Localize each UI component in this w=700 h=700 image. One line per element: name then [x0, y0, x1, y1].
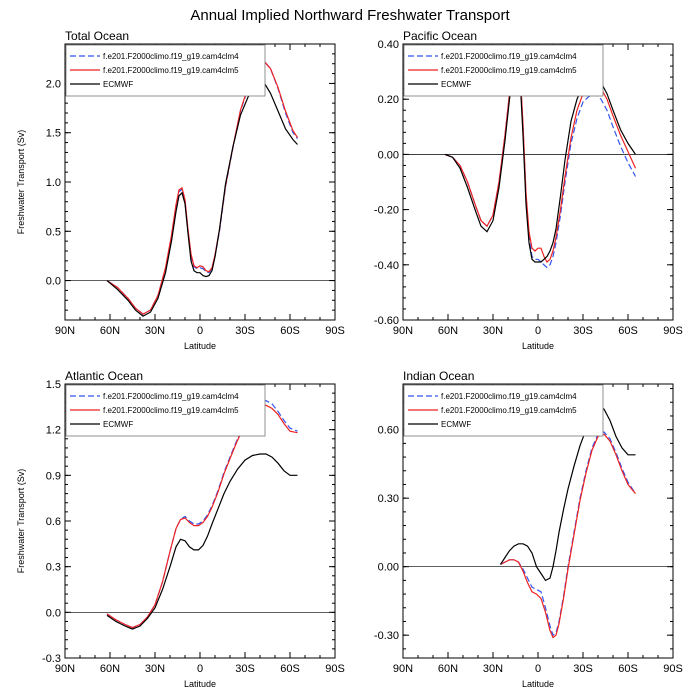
y-tick-label: 1.0 — [46, 177, 61, 189]
legend-label: ECMWF — [441, 80, 471, 89]
legend: f.e201.F2000climo.f19_g19.cam4clm4 f.e201… — [65, 384, 266, 437]
x-tick-label: 30N — [483, 325, 503, 337]
x-tick-label: 30S — [573, 325, 593, 337]
panel-atlantic-ocean: Atlantic Ocean 90N 60N 30N 0 30S 60S 90S -0.3 0.0… — [16, 369, 345, 689]
series-line-clm5 — [500, 433, 636, 639]
x-tick-label: 90S — [663, 663, 683, 675]
y-axis-title: Freshwater Transport (Sv) — [16, 130, 26, 235]
y-tick-label: 1.2 — [46, 425, 61, 437]
x-tick-label: 60N — [100, 663, 120, 675]
y-tick-label: 0.6 — [46, 516, 61, 528]
series-line-clm5 — [106, 60, 299, 315]
series-line-ecmwf — [499, 406, 636, 582]
x-axis-title: Latitude — [184, 679, 216, 689]
x-tick-label: 90N — [55, 663, 75, 675]
y-tick-label: 0.9 — [46, 470, 61, 482]
panel-title-indian-ocean: Indian Ocean — [403, 369, 474, 383]
x-axis-title: Latitude — [184, 341, 216, 351]
legend-label: f.e201.F2000climo.f19_g19.cam4clm4 — [103, 392, 239, 401]
panel-title-pacific-ocean: Pacific Ocean — [403, 29, 477, 43]
legend-label: f.e201.F2000climo.f19_g19.cam4clm5 — [103, 66, 239, 75]
x-tick-label: 30S — [235, 663, 255, 675]
legend-label: f.e201.F2000climo.f19_g19.cam4clm4 — [103, 52, 239, 61]
series-line-clm5 — [106, 404, 298, 629]
x-tick-label: 90N — [393, 325, 413, 337]
x-axis-title: Latitude — [522, 679, 554, 689]
legend: f.e201.F2000climo.f19_g19.cam4clm4 f.e201… — [403, 44, 604, 97]
legend-label: f.e201.F2000climo.f19_g19.cam4clm5 — [441, 406, 577, 415]
x-tick-label: 60S — [618, 663, 638, 675]
y-tick-label: 0.0 — [46, 607, 61, 619]
legend-label: f.e201.F2000climo.f19_g19.cam4clm5 — [103, 406, 239, 415]
series-line-clm4 — [500, 431, 637, 637]
legend: f.e201.F2000climo.f19_g19.cam4clm4 f.e201… — [403, 384, 604, 437]
legend-label: ECMWF — [103, 80, 133, 89]
y-tick-label: 0.60 — [378, 425, 399, 437]
x-tick-label: 0 — [197, 663, 203, 675]
legend: f.e201.F2000climo.f19_g19.cam4clm4 f.e201… — [65, 44, 266, 97]
x-tick-label: 60S — [280, 325, 300, 337]
y-tick-label: 0.00 — [378, 562, 399, 574]
x-tick-label: 0 — [197, 325, 203, 337]
panel-title-atlantic-ocean: Atlantic Ocean — [65, 369, 143, 383]
x-tick-label: 90S — [325, 663, 345, 675]
y-tick-label: -0.60 — [374, 315, 399, 327]
series-line-clm4 — [106, 60, 298, 315]
x-tick-label: 90N — [393, 663, 413, 675]
legend-label: ECMWF — [441, 420, 471, 429]
y-tick-label: 0.5 — [46, 226, 61, 238]
legend-label: f.e201.F2000climo.f19_g19.cam4clm4 — [441, 52, 577, 61]
panel-total-ocean: Total Ocean 90N 60N 30N 0 30S 60S 90S 0.0 0.5 1.0 1… — [16, 29, 345, 351]
x-tick-label: 90S — [325, 325, 345, 337]
y-tick-label: -0.20 — [374, 205, 399, 217]
y-tick-label: -0.30 — [374, 630, 399, 642]
y-tick-label: 2.0 — [46, 78, 61, 90]
legend-label: ECMWF — [103, 420, 133, 429]
x-tick-label: 30S — [235, 325, 255, 337]
x-axis-title: Latitude — [522, 341, 554, 351]
y-axis-title: Freshwater Transport (Sv) — [16, 469, 26, 574]
y-tick-label: 0.40 — [378, 39, 399, 51]
x-tick-label: 60S — [618, 325, 638, 337]
series-line-ecmwf — [106, 453, 298, 630]
x-tick-label: 90N — [55, 325, 75, 337]
x-tick-label: 30N — [145, 663, 165, 675]
x-tick-label: 30S — [573, 663, 593, 675]
panel-indian-ocean: Indian Ocean 90N 60N 30N 0 30S 60S 90S -0.30 0.00… — [374, 369, 683, 689]
x-tick-label: 0 — [535, 663, 541, 675]
legend-label: f.e201.F2000climo.f19_g19.cam4clm4 — [441, 392, 577, 401]
y-tick-label: 0.30 — [378, 493, 399, 505]
series-line-ecmwf — [106, 82, 298, 317]
y-tick-label: -0.3 — [42, 653, 61, 665]
x-tick-label: 60N — [438, 325, 458, 337]
y-tick-label: 0.00 — [378, 149, 399, 161]
x-tick-label: 0 — [535, 325, 541, 337]
panel-title-total-ocean: Total Ocean — [65, 29, 129, 43]
x-tick-label: 90S — [663, 325, 683, 337]
x-tick-label: 30N — [483, 663, 503, 675]
figure-title: Annual Implied Northward Freshwater Tran… — [190, 7, 510, 24]
panel-pacific-ocean: Pacific Ocean 90N 60N 30N 0 30S 60S 90S -0.60 -0.… — [374, 29, 683, 351]
y-tick-label: -0.40 — [374, 260, 399, 272]
y-tick-label: 0.3 — [46, 562, 61, 574]
legend-label: f.e201.F2000climo.f19_g19.cam4clm5 — [441, 66, 577, 75]
x-tick-label: 60N — [100, 325, 120, 337]
x-tick-label: 30N — [145, 325, 165, 337]
x-tick-label: 60N — [438, 663, 458, 675]
y-tick-label: 0.0 — [46, 276, 61, 288]
y-tick-label: 1.5 — [46, 128, 61, 140]
y-tick-label: 1.5 — [46, 379, 61, 391]
x-tick-label: 60S — [280, 663, 300, 675]
y-tick-label: 0.20 — [378, 94, 399, 106]
